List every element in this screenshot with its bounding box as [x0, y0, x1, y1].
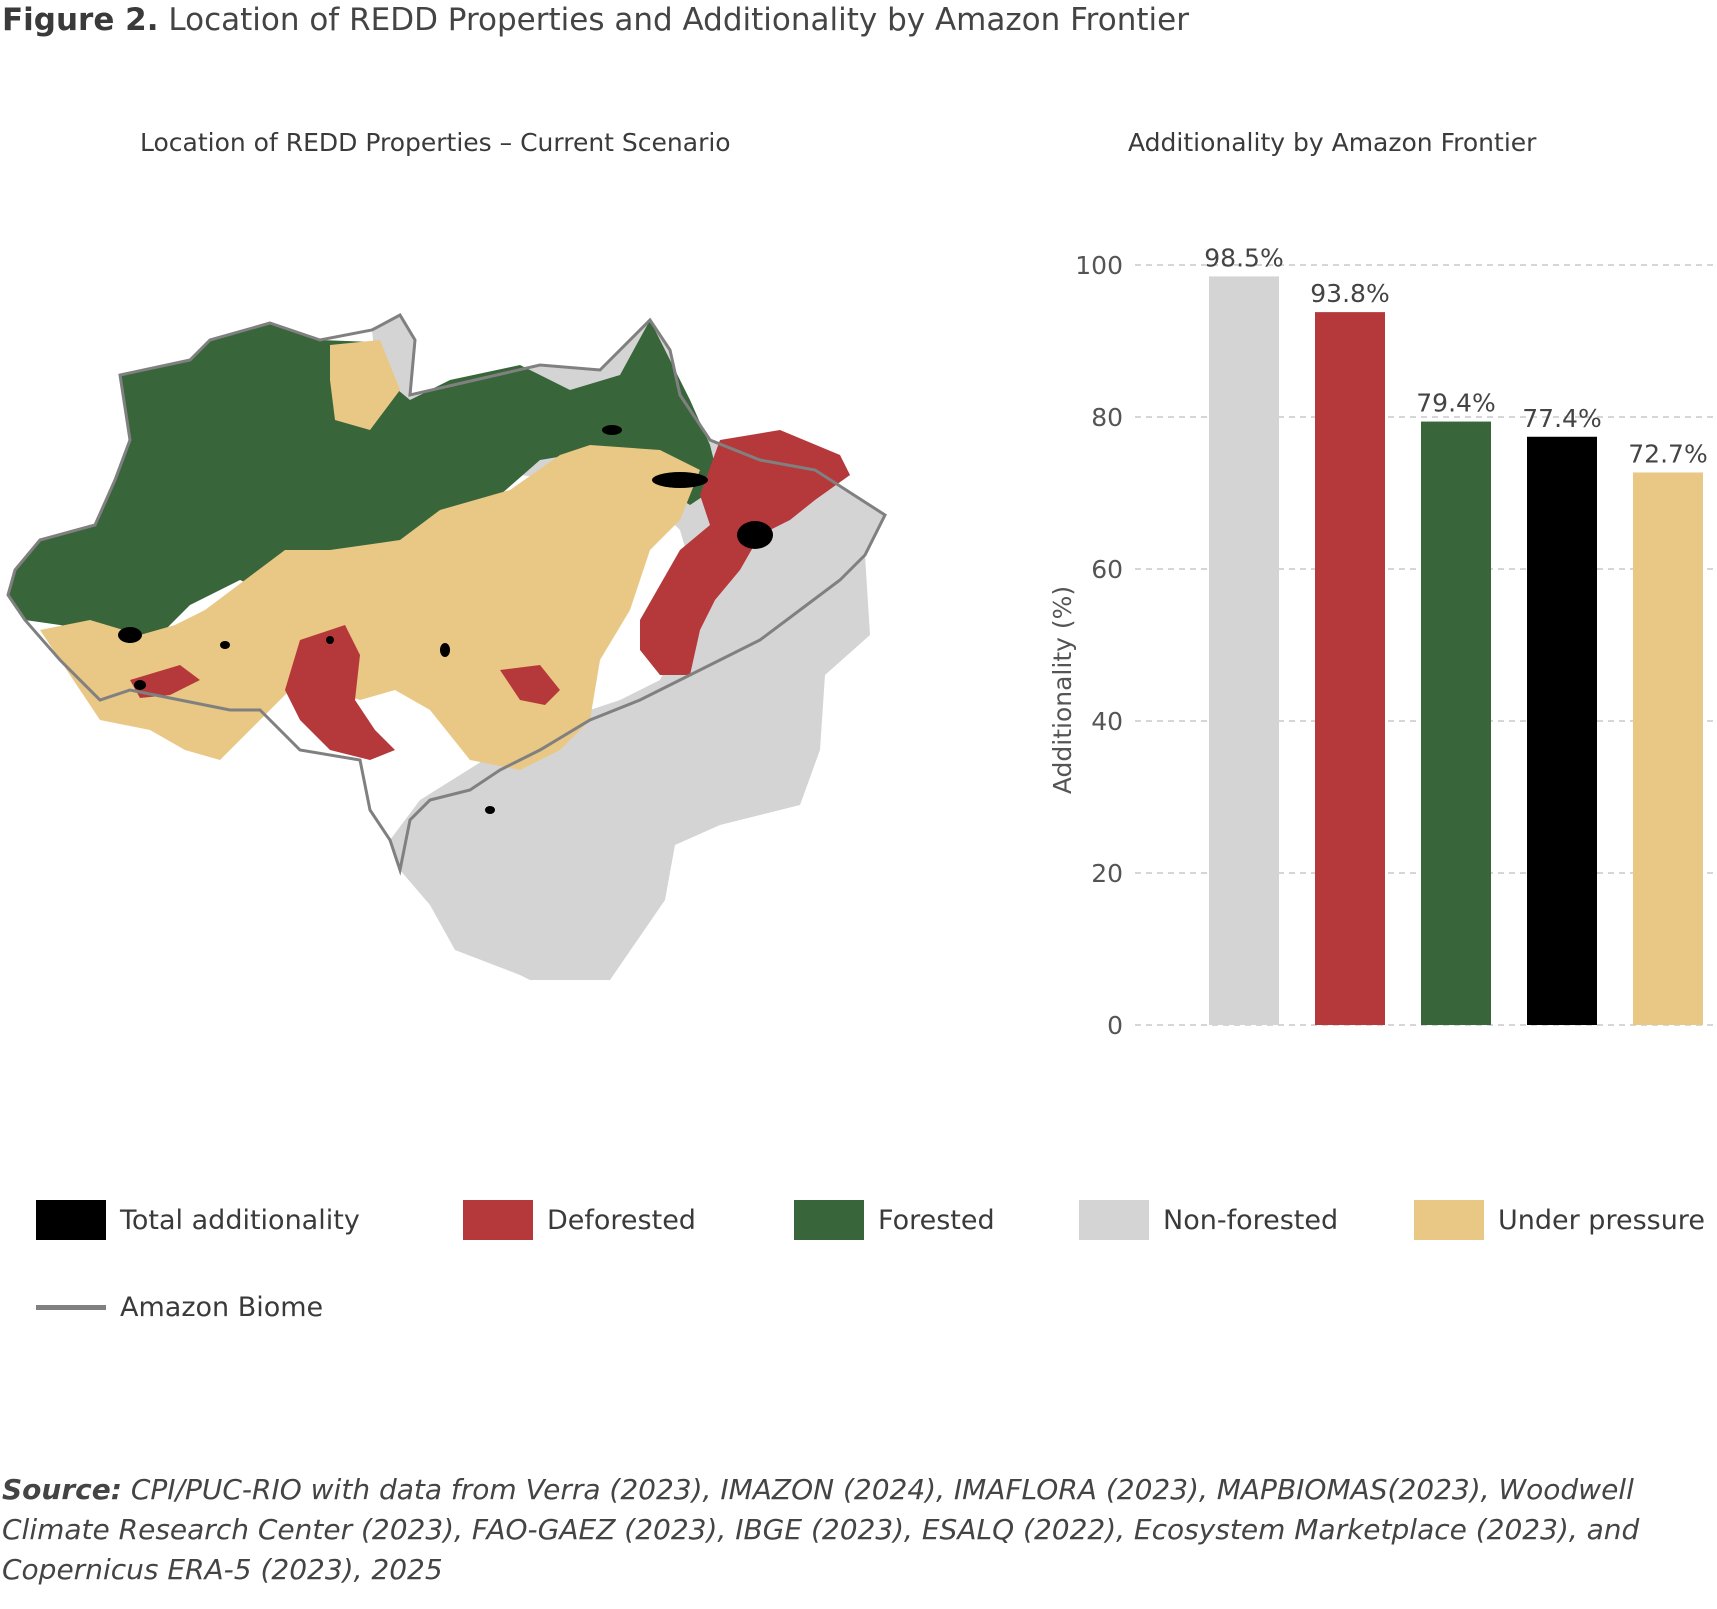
legend-item-under-pressure: Under pressure — [1414, 1200, 1705, 1240]
legend-label: Amazon Biome — [120, 1292, 324, 1323]
legend-row-fill: Total additionality Deforested Forested … — [36, 1200, 1717, 1244]
value-label-under-pressure: 72.7% — [1628, 439, 1707, 468]
legend-item-non-forested: Non-forested — [1079, 1200, 1338, 1240]
map-region-deforested-south — [130, 625, 560, 760]
legend-swatch — [1414, 1200, 1484, 1240]
legend: Total additionality Deforested Forested … — [36, 1200, 1717, 1336]
map-region-under-pressure — [40, 340, 700, 770]
value-label-forested: 79.4% — [1416, 389, 1495, 418]
value-label-deforested: 93.8% — [1310, 279, 1389, 308]
bar-total-additionality — [1527, 436, 1597, 1025]
legend-label: Total additionality — [120, 1204, 360, 1236]
source-text: CPI/PUC-RIO with data from Verra (2023),… — [2, 1473, 1640, 1586]
chart-title: Additionality by Amazon Frontier — [1128, 128, 1537, 157]
bar-deforested — [1315, 312, 1385, 1025]
source-label: Source: — [2, 1473, 122, 1506]
legend-swatch — [1079, 1200, 1149, 1240]
legend-item-total-additionality: Total additionality — [36, 1200, 360, 1240]
source-note: Source: CPI/PUC-RIO with data from Verra… — [2, 1470, 1702, 1590]
amazon-biome-outline — [6, 313, 887, 876]
y-tick-label-40: 40 — [1091, 707, 1123, 736]
legend-label: Under pressure — [1498, 1204, 1705, 1236]
map-shapes — [8, 315, 885, 980]
y-tick-label-0: 0 — [1107, 1011, 1123, 1040]
legend-item-deforested: Deforested — [463, 1200, 696, 1240]
bar-forested — [1421, 421, 1491, 1025]
amazon-map — [6, 313, 887, 980]
legend-swatch — [36, 1200, 106, 1240]
map-title: Location of REDD Properties – Current Sc… — [140, 128, 731, 157]
legend-label: Deforested — [547, 1204, 696, 1236]
chart-bars — [1209, 276, 1703, 1025]
figure-title-text: Location of REDD Properties and Addition… — [168, 2, 1189, 38]
y-tick-label-100: 100 — [1075, 251, 1123, 280]
bar-under-pressure — [1633, 472, 1703, 1025]
legend-row-line: Amazon Biome — [36, 1292, 1717, 1336]
y-tick-label-20: 20 — [1091, 859, 1123, 888]
legend-swatch — [463, 1200, 533, 1240]
legend-label: Non-forested — [1163, 1204, 1339, 1236]
map-region-deforested-east — [640, 430, 850, 675]
y-axis-ticks: 0 20 40 60 80 100 — [1075, 251, 1123, 1040]
chart-value-labels: 98.5% 93.8% 79.4% 77.4% 72.7% — [1204, 243, 1707, 468]
legend-item-amazon-biome: Amazon Biome — [36, 1292, 323, 1323]
y-tick-label-60: 60 — [1091, 555, 1123, 584]
legend-swatch — [794, 1200, 864, 1240]
figure-title: Figure 2. Location of REDD Properties an… — [2, 2, 1189, 38]
additionality-bar-chart: 0 20 40 60 80 100 Additionality (%) 98.5% 93.8… — [1048, 243, 1717, 1040]
map-region-forested — [8, 320, 720, 635]
y-axis-label: Additionality (%) — [1048, 586, 1077, 794]
redd-properties — [118, 425, 773, 814]
figure-label: Figure 2. — [2, 2, 159, 38]
value-label-total-additionality: 77.4% — [1522, 404, 1601, 433]
legend-item-forested: Forested — [794, 1200, 995, 1240]
bar-non-forested — [1209, 276, 1279, 1025]
y-tick-label-80: 80 — [1091, 403, 1123, 432]
legend-line-swatch — [36, 1305, 106, 1310]
legend-label: Forested — [878, 1204, 995, 1236]
value-label-non-forested: 98.5% — [1204, 243, 1283, 272]
